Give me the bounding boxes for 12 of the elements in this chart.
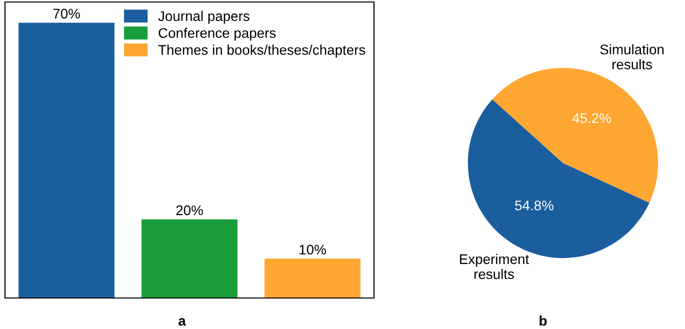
text: b [540,316,547,326]
slice-label: Experiment results [460,254,529,280]
text: a [178,318,186,326]
data-label: 70% [53,8,80,19]
legend-label: Journal papers [158,10,250,24]
slice-label: Simulation results [600,44,664,70]
data-label: 20% [176,205,203,216]
legend-label: Themes in books/theses/chapters [158,44,366,58]
data-label: 10% [300,244,326,255]
legend-label: Conference papers [158,28,276,41]
data-label: 54.8% [515,200,554,210]
data-label: 45.2% [572,113,611,124]
